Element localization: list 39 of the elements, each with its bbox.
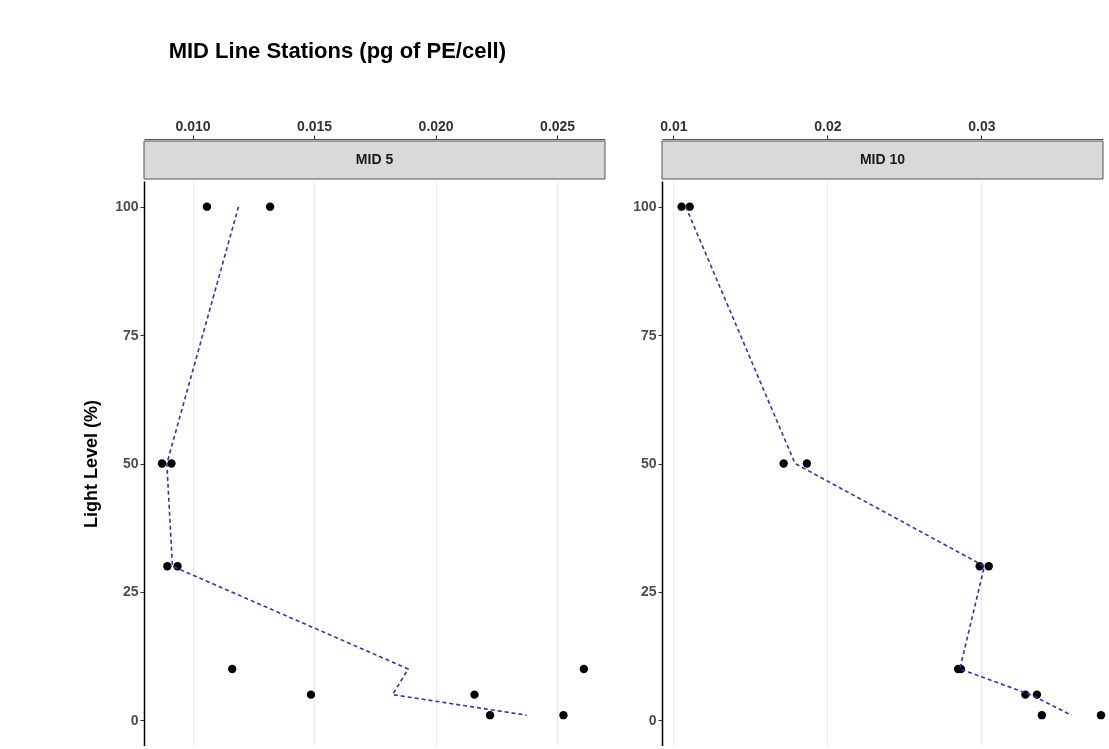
point — [485, 711, 495, 720]
y-tick-label: 0 — [130, 711, 139, 728]
y-tick-label: 100 — [115, 198, 139, 215]
x-tick-label: 0.02 — [814, 117, 842, 134]
point — [559, 711, 568, 720]
point — [163, 562, 172, 571]
y-tick-label: 75 — [122, 326, 139, 343]
point — [470, 690, 479, 699]
y-tick-label: 0 — [648, 711, 657, 728]
x-tick-label: 0.03 — [968, 117, 996, 134]
y-tick-label: 75 — [640, 326, 657, 343]
y-tick-label: 100 — [633, 198, 657, 215]
point — [802, 459, 812, 468]
y-tick-label: 25 — [122, 583, 139, 600]
x-tick-label: 0.015 — [297, 117, 333, 134]
point — [202, 202, 212, 211]
point — [157, 459, 167, 468]
point — [677, 202, 686, 211]
x-tick-label: 0.010 — [175, 117, 211, 134]
point — [984, 562, 993, 571]
y-tick-label: 25 — [640, 583, 657, 600]
point — [1096, 711, 1106, 720]
chart-title: MID Line Stations (pg of PE/cell) — [168, 38, 506, 63]
y-tick-label: 50 — [122, 455, 139, 471]
point — [306, 690, 316, 699]
point — [779, 459, 788, 468]
point — [1037, 711, 1047, 720]
point — [228, 664, 237, 674]
point — [167, 459, 176, 468]
x-tick-label: 0.025 — [540, 117, 576, 134]
point — [1032, 690, 1042, 699]
x-tick-label: 0.020 — [418, 117, 454, 134]
chart-subtitle: MID 5 — [355, 151, 394, 167]
y-axis-title: Light Level (%) — [81, 399, 102, 529]
y-tick-label: 50 — [640, 455, 657, 471]
x-tick-label: 0.01 — [660, 117, 688, 134]
point — [579, 664, 589, 674]
chart-subtitle: MID 10 — [859, 151, 906, 167]
point — [265, 202, 275, 211]
